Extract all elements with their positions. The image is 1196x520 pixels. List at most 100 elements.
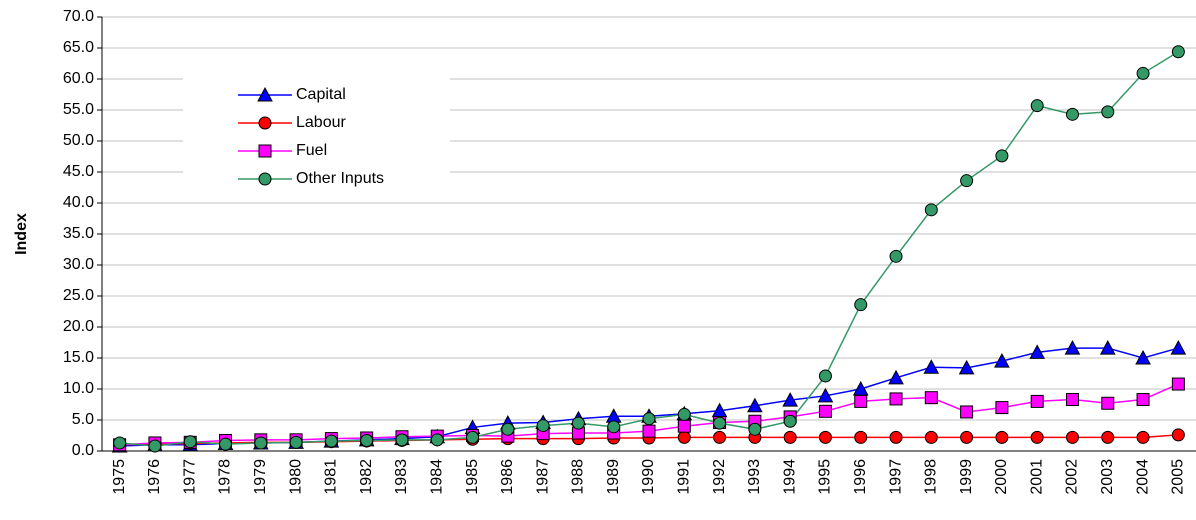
x-tick-label: 1979 <box>252 459 269 495</box>
marker <box>1099 340 1116 355</box>
x-tick-label: 1981 <box>323 459 340 495</box>
marker <box>501 422 515 436</box>
marker <box>1136 430 1150 444</box>
marker <box>995 149 1009 163</box>
x-tick-label: 1989 <box>605 459 622 495</box>
marker <box>113 436 127 450</box>
x-tick-label: 1994 <box>781 459 798 495</box>
marker <box>854 298 868 312</box>
x-tick-label: 1997 <box>887 459 904 495</box>
marker <box>254 436 268 450</box>
y-tick-label: 40.0 <box>63 194 94 211</box>
marker <box>713 430 727 444</box>
marker <box>642 424 656 438</box>
marker <box>1030 394 1044 408</box>
marker <box>536 419 550 433</box>
marker <box>995 430 1009 444</box>
x-tick-label: 2003 <box>1099 459 1116 495</box>
y-tick-label: 5.0 <box>72 411 94 428</box>
x-tick-label: 1980 <box>287 459 304 495</box>
x-tick-label: 1992 <box>711 459 728 495</box>
marker <box>1064 340 1081 355</box>
x-tick-label: 1993 <box>746 459 763 495</box>
marker <box>430 433 444 447</box>
marker <box>607 420 621 434</box>
y-tick-label: 35.0 <box>63 225 94 242</box>
marker <box>889 249 903 263</box>
marker <box>747 397 763 413</box>
x-tick-label: 1985 <box>464 459 481 495</box>
marker <box>1101 105 1115 119</box>
y-tick-label: 45.0 <box>63 163 94 180</box>
x-tick-label: 2000 <box>993 459 1010 495</box>
marker <box>1136 393 1150 407</box>
marker <box>1029 344 1046 359</box>
marker <box>713 416 727 430</box>
marker <box>817 387 834 403</box>
legend-background <box>183 72 450 192</box>
marker <box>889 392 903 406</box>
marker <box>995 401 1009 415</box>
x-tick-label: 2002 <box>1064 459 1081 495</box>
y-tick-label: 0.0 <box>72 442 94 459</box>
marker <box>958 359 975 375</box>
x-tick-label: 2001 <box>1028 459 1045 495</box>
marker <box>1171 377 1185 391</box>
marker <box>219 437 233 451</box>
marker <box>960 430 974 444</box>
marker <box>677 407 691 421</box>
marker <box>924 391 938 405</box>
marker <box>1065 430 1079 444</box>
marker <box>782 392 798 407</box>
marker <box>854 394 868 408</box>
y-tick-label: 30.0 <box>63 256 94 273</box>
y-tick-label: 65.0 <box>63 39 94 56</box>
marker <box>183 435 197 449</box>
marker <box>1170 340 1187 355</box>
marker <box>642 412 656 426</box>
marker <box>889 430 903 444</box>
y-tick-label: 25.0 <box>63 287 94 304</box>
marker <box>888 369 904 385</box>
y-tick-label: 15.0 <box>63 349 94 366</box>
marker <box>1101 396 1115 410</box>
x-tick-label: 1987 <box>534 459 551 495</box>
y-tick-label: 60.0 <box>63 70 94 87</box>
marker <box>1101 430 1115 444</box>
marker <box>1030 99 1044 113</box>
marker <box>1171 45 1185 59</box>
marker <box>324 434 338 448</box>
marker <box>1030 430 1044 444</box>
x-tick-label: 1999 <box>958 459 975 495</box>
marker <box>818 369 832 383</box>
legend-marker <box>258 172 272 186</box>
x-tick-label: 1996 <box>852 459 869 495</box>
x-tick-label: 1982 <box>358 459 375 495</box>
x-tick-label: 1995 <box>817 459 834 495</box>
marker <box>571 416 585 430</box>
marker <box>466 430 480 444</box>
marker <box>783 414 797 428</box>
y-tick-label: 10.0 <box>63 380 94 397</box>
marker <box>818 404 832 418</box>
x-tick-label: 1976 <box>146 459 163 495</box>
y-tick-label: 55.0 <box>63 101 94 118</box>
marker <box>148 439 162 453</box>
x-tick-label: 1990 <box>640 459 657 495</box>
x-tick-label: 1984 <box>428 459 445 495</box>
legend-label: Capital <box>296 86 346 103</box>
marker <box>1065 393 1079 407</box>
y-tick-label: 20.0 <box>63 318 94 335</box>
x-tick-label: 1978 <box>217 459 234 495</box>
marker <box>677 430 691 444</box>
x-tick-label: 1983 <box>393 459 410 495</box>
x-tick-label: 1975 <box>111 459 128 495</box>
x-tick-label: 1991 <box>676 459 693 495</box>
x-tick-label: 1988 <box>570 459 587 495</box>
x-tick-label: 2004 <box>1134 459 1151 495</box>
marker <box>960 405 974 419</box>
marker <box>994 353 1010 368</box>
marker <box>677 419 691 433</box>
